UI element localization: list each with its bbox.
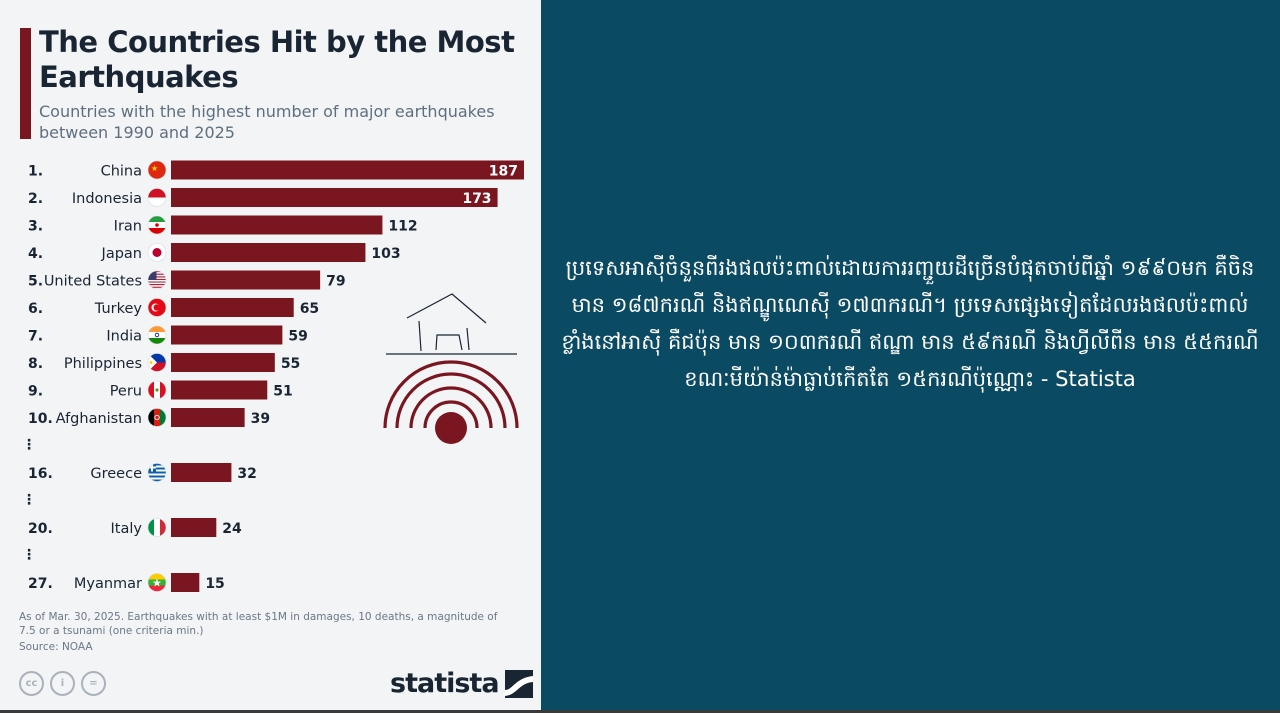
chart-title: The Countries Hit by the Most Earthquake… xyxy=(39,25,515,94)
rank-label: 20. xyxy=(28,521,53,537)
bar xyxy=(171,160,524,180)
data-label: 32 xyxy=(237,466,256,482)
country-label: Greece xyxy=(90,466,142,482)
us-flag-icon xyxy=(147,270,167,290)
china-flag-icon: ★ xyxy=(147,160,167,180)
country-label: India xyxy=(106,329,142,345)
infographic-panel: The Countries Hit by the Most Earthquake… xyxy=(0,0,541,710)
bar xyxy=(171,463,232,482)
cc-license-icon[interactable]: cc xyxy=(19,671,44,696)
bar xyxy=(171,353,275,372)
rank-label: 16. xyxy=(28,466,53,482)
greece-flag-icon xyxy=(147,463,167,482)
data-label: 59 xyxy=(288,329,307,345)
rank-label: 6. xyxy=(28,301,43,317)
data-label: 51 xyxy=(273,384,292,400)
bar xyxy=(171,188,498,207)
philippines-flag-icon xyxy=(147,353,167,372)
attribution-icon[interactable]: i xyxy=(50,671,75,696)
bar xyxy=(171,325,283,345)
bar xyxy=(171,408,245,427)
italy-flag-icon xyxy=(147,518,167,537)
data-label: 103 xyxy=(371,246,400,262)
data-label: 112 xyxy=(388,219,417,235)
japan-flag-icon xyxy=(147,243,167,262)
country-label: Myanmar xyxy=(74,576,142,592)
rank-label: 27. xyxy=(28,576,53,592)
data-label: 24 xyxy=(222,521,242,537)
svg-text:★: ★ xyxy=(151,164,158,173)
data-label: 55 xyxy=(281,356,300,372)
title-accent-bar xyxy=(20,28,31,139)
no-derivatives-icon[interactable]: = xyxy=(81,671,106,696)
myanmar-flag-icon: ★ xyxy=(147,573,167,592)
statista-logo-icon xyxy=(504,669,533,698)
caption-text: ប្រទេសអាស៊ីចំនួនពីរងផលប៉ះពាល់ដោយការរញ្ជួ… xyxy=(561,256,1259,391)
rank-label: 3. xyxy=(28,219,43,235)
indonesia-flag-icon xyxy=(147,188,167,207)
bar-chart-svg: 1. China ★ 187 2. Indonesia 173 3. Iran 112 4. Japa… xyxy=(22,160,524,592)
rank-label: 8. xyxy=(28,356,43,372)
rank-label: 10. xyxy=(28,411,53,427)
row-ellipsis: ⋮ xyxy=(22,492,36,508)
bar xyxy=(171,573,200,592)
country-label: Japan xyxy=(101,246,142,262)
peru-flag-icon xyxy=(147,380,167,400)
country-label: Indonesia xyxy=(72,191,142,207)
india-flag-icon xyxy=(147,325,167,345)
source-note: Source: NOAA xyxy=(19,641,93,653)
country-label: United States xyxy=(44,274,142,290)
rank-label: 5. xyxy=(28,274,43,290)
iran-flag-icon xyxy=(147,215,167,235)
rank-label: 1. xyxy=(28,164,43,180)
bar xyxy=(171,298,294,317)
data-label: 187 xyxy=(489,164,518,180)
country-label: China xyxy=(101,164,142,180)
rank-label: 4. xyxy=(28,246,43,262)
bar xyxy=(171,243,366,262)
bar-chart: 1. China ★ 187 2. Indonesia 173 3. Iran 112 4. Japa… xyxy=(0,152,541,602)
footnote: As of Mar. 30, 2025. Earthquakes with at… xyxy=(19,611,498,637)
bar xyxy=(171,215,383,235)
row-ellipsis: ⋮ xyxy=(22,437,36,453)
country-label: Iran xyxy=(114,219,142,235)
bar xyxy=(171,518,217,537)
data-label: 79 xyxy=(326,274,345,290)
rank-label: 9. xyxy=(28,384,43,400)
rank-label: 2. xyxy=(28,191,43,207)
rank-label: 7. xyxy=(28,329,43,345)
country-label: Philippines xyxy=(64,356,142,372)
data-label: 173 xyxy=(462,191,491,207)
license-icons: cc i = xyxy=(19,671,106,696)
data-label: 65 xyxy=(300,301,319,317)
data-label: 15 xyxy=(205,576,224,592)
bottom-strip xyxy=(0,710,1280,713)
data-label: 39 xyxy=(251,411,270,427)
chart-subtitle: Countries with the highest number of maj… xyxy=(39,102,495,142)
country-label: Turkey xyxy=(94,301,143,317)
bar xyxy=(171,270,321,290)
country-label: Afghanistan xyxy=(56,411,142,427)
afghanistan-flag-icon xyxy=(147,408,167,427)
row-ellipsis: ⋮ xyxy=(22,547,36,563)
house-earthquake-icon xyxy=(383,293,519,444)
country-label: Italy xyxy=(111,521,143,537)
country-label: Peru xyxy=(110,384,142,400)
turkey-flag-icon xyxy=(147,298,167,317)
svg-text:★: ★ xyxy=(152,577,162,590)
statista-logo[interactable]: statista xyxy=(390,668,533,699)
statista-wordmark: statista xyxy=(390,668,500,699)
bar xyxy=(171,380,268,400)
